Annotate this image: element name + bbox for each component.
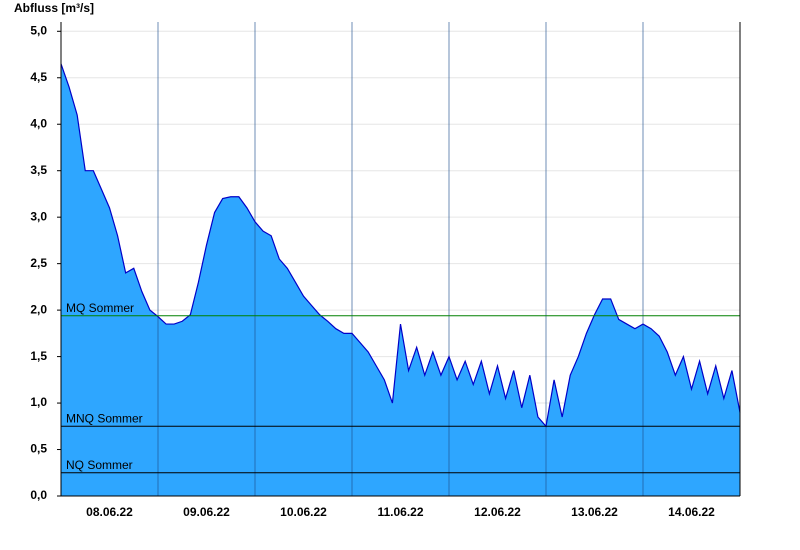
y-axis-title: Abfluss [m³/s]	[14, 1, 94, 15]
threshold-label: MNQ Sommer	[66, 411, 143, 425]
x-tick-label: 12.06.22	[474, 505, 521, 519]
y-tick-label: 3,0	[30, 209, 47, 223]
y-tick-label: 0,5	[30, 442, 47, 456]
threshold-label: MQ Sommer	[66, 301, 134, 315]
y-tick-label: 2,5	[30, 256, 47, 270]
y-tick-label: 1,0	[30, 395, 47, 409]
x-tick-label: 13.06.22	[571, 505, 618, 519]
threshold-label: NQ Sommer	[66, 458, 133, 472]
area-outline	[60, 63, 741, 428]
y-tick-label: 2,0	[30, 302, 47, 316]
x-tick-label: 14.06.22	[668, 505, 715, 519]
x-tick-label: 11.06.22	[377, 505, 423, 519]
x-tick-label: 09.06.22	[183, 505, 230, 519]
y-tick-label: 4,0	[30, 116, 47, 130]
y-tick-label: 1,5	[30, 349, 47, 363]
y-tick-label: 3,5	[30, 163, 47, 177]
y-tick-label: 5,0	[30, 23, 47, 37]
y-tick-label: 0,0	[30, 488, 47, 502]
area	[61, 63, 740, 497]
x-tick-label: 08.06.22	[86, 505, 133, 519]
x-tick-label: 10.06.22	[280, 505, 327, 519]
y-tick-label: 4,5	[30, 70, 47, 84]
